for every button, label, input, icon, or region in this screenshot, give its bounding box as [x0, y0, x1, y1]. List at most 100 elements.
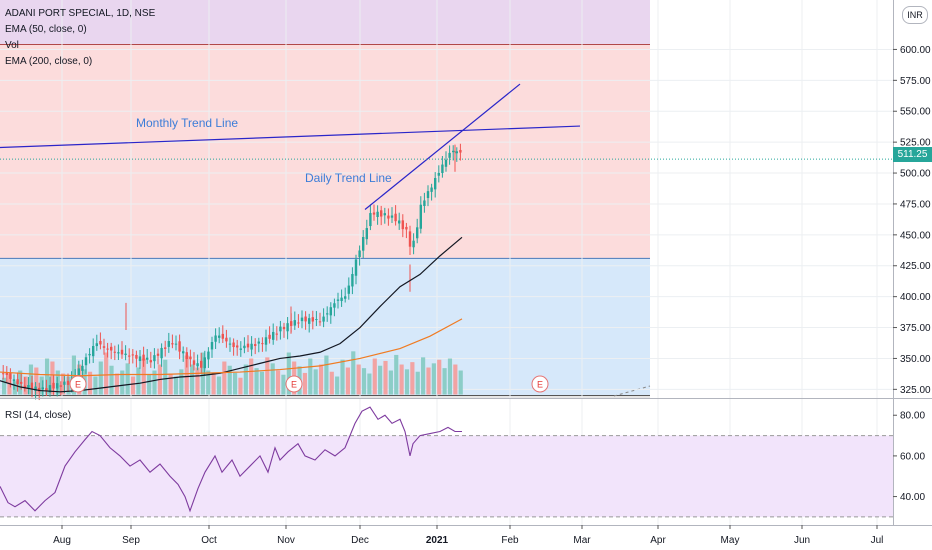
candle-body[interactable] [336, 299, 340, 301]
candle-body[interactable] [12, 379, 16, 382]
candle-body[interactable] [257, 341, 260, 344]
candle-body[interactable] [30, 382, 34, 390]
candle-body[interactable] [95, 343, 98, 347]
candle-body[interactable] [124, 353, 127, 355]
candle-body[interactable] [243, 345, 246, 349]
candle-body[interactable] [102, 346, 106, 348]
candlesticks[interactable] [2, 143, 462, 401]
candle-body[interactable] [117, 352, 120, 354]
candle-body[interactable] [239, 348, 242, 350]
candle-body[interactable] [110, 346, 113, 351]
candle-body[interactable] [84, 357, 88, 366]
candle-body[interactable] [185, 352, 188, 360]
candle-body[interactable] [174, 343, 178, 345]
candle-body[interactable] [387, 215, 390, 219]
candle-body[interactable] [135, 354, 138, 359]
candle-body[interactable] [329, 307, 332, 316]
candle-body[interactable] [192, 360, 196, 365]
candle-body[interactable] [426, 191, 430, 199]
candle-body[interactable] [344, 296, 347, 299]
candle-body[interactable] [430, 187, 433, 192]
candle-body[interactable] [59, 385, 62, 387]
candle-body[interactable] [347, 285, 350, 294]
candle-body[interactable] [365, 228, 368, 240]
candle-body[interactable] [99, 340, 102, 345]
candle-body[interactable] [232, 342, 235, 348]
candle-body[interactable] [383, 213, 386, 216]
candle-body[interactable] [304, 316, 307, 322]
candle-body[interactable] [171, 343, 174, 345]
candle-body[interactable] [362, 237, 365, 251]
candle-body[interactable] [398, 220, 401, 224]
candle-body[interactable] [167, 341, 170, 347]
candle-body[interactable] [340, 297, 343, 302]
candle-body[interactable] [66, 380, 70, 385]
candle-body[interactable] [228, 343, 232, 345]
candle-body[interactable] [279, 326, 282, 332]
candle-body[interactable] [92, 345, 95, 357]
earnings-marker[interactable]: E [69, 375, 87, 393]
candle-body[interactable] [390, 215, 394, 218]
candle-body[interactable] [322, 316, 325, 322]
candle-body[interactable] [444, 159, 448, 167]
candle-body[interactable] [218, 335, 221, 338]
candle-body[interactable] [16, 379, 19, 385]
candle-body[interactable] [354, 259, 358, 276]
candle-body[interactable] [27, 385, 30, 389]
candle-body[interactable] [182, 351, 185, 354]
candle-body[interactable] [437, 172, 440, 176]
candle-body[interactable] [5, 372, 8, 375]
candle-body[interactable] [138, 356, 142, 362]
candle-body[interactable] [369, 213, 372, 227]
legend-ema50[interactable]: EMA (50, close, 0) [5, 24, 87, 35]
candle-body[interactable] [214, 335, 217, 342]
candle-body[interactable] [131, 354, 134, 356]
candle-body[interactable] [455, 151, 458, 154]
legend-rsi[interactable]: RSI (14, close) [5, 410, 72, 421]
candle-body[interactable] [358, 250, 361, 258]
candle-body[interactable] [459, 149, 462, 153]
candle-body[interactable] [351, 274, 354, 287]
candle-body[interactable] [293, 320, 296, 326]
candle-body[interactable] [434, 177, 437, 190]
candle-body[interactable] [264, 337, 268, 345]
candle-body[interactable] [221, 333, 224, 339]
candle-body[interactable] [34, 386, 37, 391]
candle-body[interactable] [142, 354, 145, 361]
trend-lines[interactable] [0, 83, 893, 210]
candle-body[interactable] [333, 303, 336, 308]
candle-body[interactable] [282, 326, 286, 330]
candle-body[interactable] [326, 313, 329, 315]
candle-body[interactable] [380, 210, 383, 217]
candle-body[interactable] [416, 227, 419, 239]
candle-body[interactable] [146, 357, 149, 360]
candle-body[interactable] [225, 337, 228, 342]
currency-badge[interactable]: INR [902, 6, 928, 24]
candle-body[interactable] [164, 347, 167, 349]
candle-body[interactable] [113, 351, 116, 353]
candle-body[interactable] [153, 355, 156, 362]
candle-body[interactable] [441, 164, 444, 174]
candle-body[interactable] [376, 211, 379, 218]
candle-body[interactable] [45, 388, 48, 391]
candle-body[interactable] [261, 343, 264, 345]
candle-body[interactable] [250, 343, 253, 350]
candle-body[interactable] [408, 231, 412, 247]
candle-body[interactable] [2, 373, 5, 375]
earnings-marker[interactable]: E [531, 375, 549, 393]
candle-body[interactable] [315, 319, 318, 321]
candle-body[interactable] [412, 240, 415, 248]
candle-body[interactable] [207, 351, 210, 360]
candle-body[interactable] [311, 317, 314, 322]
candle-body[interactable] [120, 349, 124, 355]
legend-volume[interactable]: Vol [5, 40, 19, 51]
candle-body[interactable] [210, 342, 214, 350]
candle-body[interactable] [308, 318, 311, 324]
candle-body[interactable] [236, 345, 239, 348]
candle-body[interactable] [300, 317, 304, 322]
candle-body[interactable] [448, 152, 451, 158]
candle-body[interactable] [38, 387, 41, 392]
candle-body[interactable] [48, 385, 52, 393]
candle-body[interactable] [156, 353, 160, 356]
daily-trend-line[interactable] [364, 83, 521, 210]
